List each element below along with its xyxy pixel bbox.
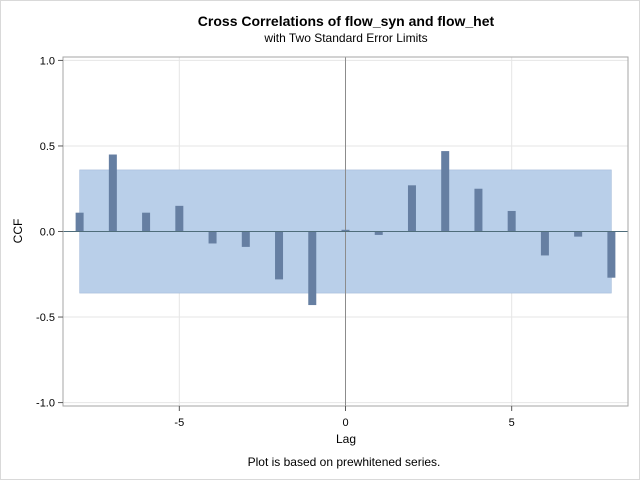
ccf-bar-lag--8 <box>75 212 84 232</box>
y-tick-label: 0.0 <box>40 227 55 239</box>
ccf-bar-lag-8 <box>607 231 616 278</box>
chart-title: Cross Correlations of flow_syn and flow_… <box>198 13 495 29</box>
ccf-bar-lag--7 <box>108 154 117 232</box>
ccf-bar-lag-0 <box>341 229 350 232</box>
chart-subtitle: with Two Standard Error Limits <box>263 31 427 45</box>
ccf-bar-lag--4 <box>208 231 217 244</box>
ccf-bar-lag--2 <box>275 231 284 280</box>
ccf-bar-lag--1 <box>308 231 317 306</box>
y-tick-label: -0.5 <box>36 312 55 324</box>
ccf-bar-lag--5 <box>175 205 184 232</box>
ccf-bar-lag--3 <box>241 231 250 247</box>
ccf-bar-lag-7 <box>574 231 583 237</box>
y-tick-label: 0.5 <box>40 141 55 153</box>
y-tick-label: -1.0 <box>36 398 55 410</box>
x-axis-label: Lag <box>336 432 356 446</box>
x-tick-label: -5 <box>174 417 184 429</box>
ccf-bar-lag--6 <box>142 212 151 232</box>
x-tick-label: 0 <box>342 417 348 429</box>
footnote: Plot is based on prewhitened series. <box>248 455 441 469</box>
ccf-bar-lag-6 <box>540 231 549 256</box>
plot-area: -1.0 -0.5 0.0 0.5 1.0 -5 0 5 <box>36 55 629 429</box>
ccf-bar-lag-3 <box>441 151 450 232</box>
ccf-bar-lag-2 <box>407 185 416 232</box>
ccf-bar-lag-4 <box>474 188 483 232</box>
x-tick-label: 5 <box>509 417 515 429</box>
ccf-bar-lag-5 <box>507 210 516 232</box>
ccf-bar-lag-1 <box>374 231 383 235</box>
y-axis-label: CCF <box>11 219 25 244</box>
y-tick-label: 1.0 <box>40 55 55 67</box>
